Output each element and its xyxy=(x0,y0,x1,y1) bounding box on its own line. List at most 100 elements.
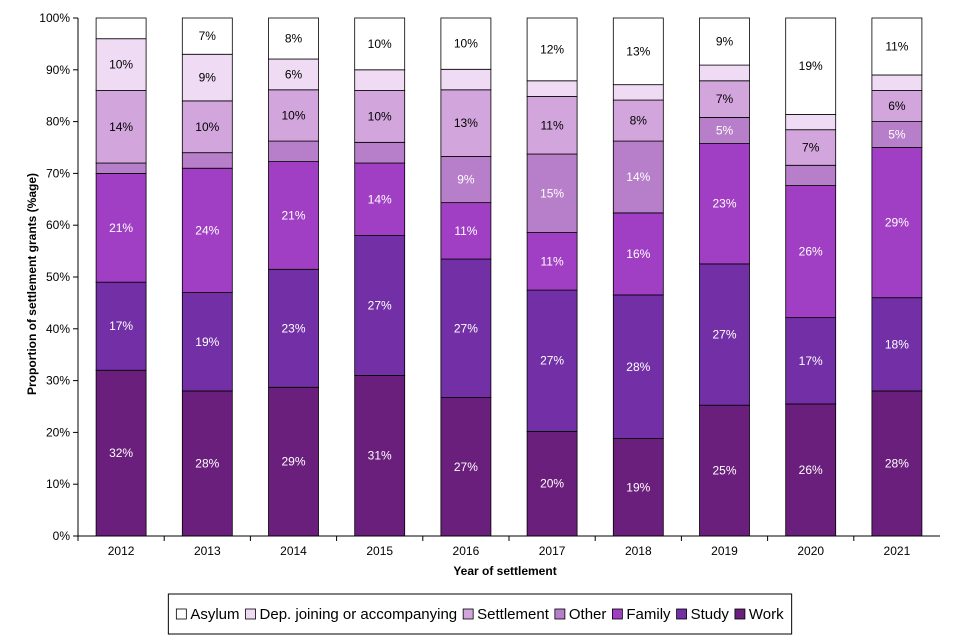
bar-segment-asylum xyxy=(871,17,923,76)
data-label: 25% xyxy=(712,464,736,478)
data-label: 13% xyxy=(626,44,650,58)
data-label: 11% xyxy=(885,39,908,53)
y-tick-label: 0% xyxy=(53,529,71,543)
bar-segment-study xyxy=(612,294,664,439)
data-label: 27% xyxy=(454,321,478,335)
data-label: 9% xyxy=(199,71,217,85)
y-tick-label: 40% xyxy=(46,322,70,336)
bar-segment-study xyxy=(95,281,147,371)
bar-segment-asylum xyxy=(440,17,492,70)
data-label: 24% xyxy=(195,223,219,237)
bar-segment-settlement xyxy=(440,89,492,157)
bar-segment-asylum xyxy=(612,17,664,86)
data-label: 16% xyxy=(626,247,650,261)
data-label: 29% xyxy=(885,216,909,230)
x-tick-label: 2021 xyxy=(884,544,911,558)
data-label: 19% xyxy=(626,480,650,494)
data-label: 17% xyxy=(799,354,823,368)
bar-segment-other xyxy=(526,153,578,233)
y-tick-label: 30% xyxy=(46,374,70,388)
bar-segment-study xyxy=(354,235,406,376)
legend-label: Settlement xyxy=(477,606,550,623)
bar-segment-family xyxy=(440,202,492,260)
bar-segment-settlement xyxy=(526,96,578,155)
bar-segment-asylum xyxy=(95,17,147,40)
data-label: 21% xyxy=(109,221,133,235)
y-tick-label: 70% xyxy=(46,166,70,180)
x-tick-label: 2015 xyxy=(366,544,393,558)
bar-segment-settlement xyxy=(699,80,750,118)
y-tick-label: 50% xyxy=(46,270,70,284)
legend-label: Family xyxy=(626,606,671,623)
data-label: 10% xyxy=(195,120,219,134)
data-label: 6% xyxy=(888,99,906,113)
legend-box xyxy=(167,593,793,635)
y-tick-label: 60% xyxy=(46,218,70,232)
data-label: 7% xyxy=(716,92,734,106)
bar-segment-dep-joining-or-accompanying xyxy=(181,53,233,102)
x-tick-label: 2016 xyxy=(453,544,480,558)
bars: 32% 17% 21% 14% 10% 28% 19% 24% 10% 9% 7% 29% 23% 21%… xyxy=(95,17,923,537)
y-tick-label: 10% xyxy=(46,477,70,491)
bar-segment-asylum xyxy=(699,17,750,66)
data-label: 11% xyxy=(454,224,477,238)
legend-label: Work xyxy=(749,606,784,623)
x-tick-label: 2020 xyxy=(797,544,824,558)
legend-swatch xyxy=(462,608,474,620)
data-label: 29% xyxy=(281,455,305,469)
data-label: 17% xyxy=(109,319,133,333)
bar-segment-dep-joining-or-accompanying xyxy=(871,74,923,91)
legend-swatch xyxy=(676,608,687,620)
data-label: 26% xyxy=(799,245,823,259)
data-label: 31% xyxy=(368,449,392,463)
data-label: 28% xyxy=(626,360,650,374)
bar-segment-other xyxy=(871,121,923,148)
bar-segment-asylum xyxy=(181,17,233,55)
y-axis-title: Proportion of settlement grants (%age) xyxy=(25,173,39,395)
bar-segment-work xyxy=(612,438,664,537)
data-label: 21% xyxy=(281,208,305,222)
data-label: 9% xyxy=(716,35,734,49)
bar-segment-family xyxy=(699,143,750,265)
data-label: 27% xyxy=(540,354,564,368)
data-label: 5% xyxy=(888,128,906,142)
legend-swatch xyxy=(554,608,566,620)
bar-segment-work xyxy=(354,375,406,537)
bar-segment-dep-joining-or-accompanying xyxy=(95,38,147,91)
data-label: 10% xyxy=(368,37,392,51)
bar-segment-other xyxy=(699,117,750,144)
data-label: 23% xyxy=(281,321,305,335)
bar-segment-other xyxy=(612,140,664,214)
legend-swatch xyxy=(611,608,623,620)
y-tick-label: 90% xyxy=(46,63,70,77)
bar-segment-family xyxy=(354,162,406,236)
legend-label: Other xyxy=(569,606,607,623)
data-label: 7% xyxy=(802,141,820,155)
x-tick-label: 2019 xyxy=(711,544,738,558)
data-label: 10% xyxy=(368,109,392,123)
bar-segment-study xyxy=(699,263,750,406)
axes: 2012 2013 2014 2015 2016 2017 2018 2019 2020 2021 xyxy=(77,18,940,558)
bar-segment-study xyxy=(871,297,923,392)
bar-segment-asylum xyxy=(785,17,837,115)
bar-segment-settlement xyxy=(268,89,319,142)
data-label: 20% xyxy=(540,477,564,491)
bar-segment-dep-joining-or-accompanying xyxy=(785,114,837,131)
bar-segment-study xyxy=(440,258,492,398)
y-tick-label: 20% xyxy=(46,425,70,439)
bar-segment-family xyxy=(526,232,578,291)
bar-segment-other xyxy=(181,152,233,169)
bar-segment-family xyxy=(871,147,923,299)
data-label: 9% xyxy=(457,173,475,187)
legend-swatch xyxy=(734,608,746,620)
bar-segment-dep-joining-or-accompanying xyxy=(440,68,492,91)
legend-label: Asylum xyxy=(190,606,239,623)
bar-segment-work xyxy=(871,390,923,537)
bar-segment-settlement xyxy=(181,100,233,154)
data-label: 10% xyxy=(454,37,478,51)
bar-segment-asylum xyxy=(354,17,406,71)
bar-segment-dep-joining-or-accompanying xyxy=(526,80,578,97)
data-label: 14% xyxy=(626,170,650,184)
y-tick-label: 80% xyxy=(46,115,70,129)
